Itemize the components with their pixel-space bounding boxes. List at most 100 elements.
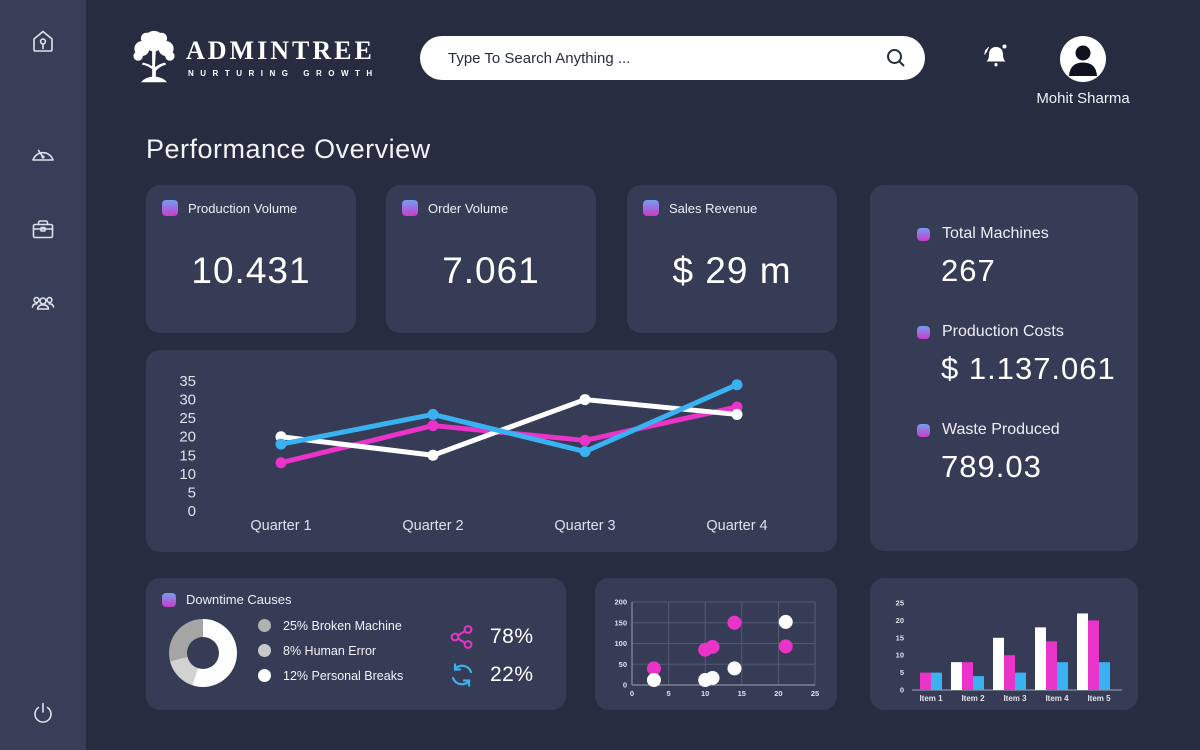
legend-dot [258,669,271,682]
bar-chart: 0 5 10 15 20 25 Item 1 Item 2 Item 3 Item 4 Item 5 [896,599,1122,703]
tree-icon [133,30,175,83]
svg-text:200: 200 [614,598,627,607]
sidebar-item-workspace[interactable] [29,215,57,243]
bar-chart-card: 0 5 10 15 20 25 Item 1 Item 2 Item 3 Item 4 Item 5 [870,578,1138,710]
metric-value: 22% [490,663,534,686]
gauge-icon [29,149,57,171]
stat-value: 789.03 [941,449,1042,484]
downtime-title: Downtime Causes [186,592,292,607]
avatar[interactable] [1060,36,1106,82]
notifications-button[interactable] [979,40,1013,74]
scatter-chart-card: 0 50 100 150 200 0 5 10 15 20 25 [595,578,837,710]
svg-text:35: 35 [179,373,196,390]
svg-text:Quarter 2: Quarter 2 [402,518,463,534]
kpi-gradient-icon [643,200,659,216]
legend-text: 12% Personal Breaks [283,668,404,683]
stat-value: $ 1.137.061 [941,351,1116,386]
power-icon [29,702,57,730]
svg-text:50: 50 [619,660,627,669]
sidebar-item-logout[interactable] [29,699,57,727]
svg-text:Item 1: Item 1 [919,694,943,703]
stat-gradient-icon [917,325,930,339]
sidebar [0,0,86,750]
kpi-card-production-volume: Production Volume 10.431 [146,185,356,333]
card-gradient-icon [162,592,176,607]
svg-text:0: 0 [623,681,627,690]
svg-text:Item 4: Item 4 [1045,694,1069,703]
stat-waste-produced: Waste Produced 789.03 [917,421,1138,485]
kpi-card-sales-revenue: Sales Revenue $ 29 m [627,185,837,333]
svg-text:5: 5 [188,484,196,501]
svg-text:Quarter 3: Quarter 3 [554,518,615,534]
kpi-gradient-icon [402,200,418,216]
svg-text:15: 15 [738,689,746,698]
legend-item: 8% Human Error [258,638,403,663]
users-icon [29,296,57,320]
svg-text:20: 20 [896,616,904,625]
stat-value: 267 [941,253,996,288]
kpi-value: 7.061 [442,250,540,291]
svg-text:Item 3: Item 3 [1003,694,1027,703]
quarterly-line-chart-card: 35 30 25 20 15 10 5 0 Quarter 1 Quarter 2 Quarter … [146,350,837,552]
kpi-value: 10.431 [191,250,311,291]
svg-text:Quarter 4: Quarter 4 [706,518,767,534]
donut-legend: 25% Broken Machine 8% Human Error 12% Pe… [258,613,403,688]
stat-gradient-icon [917,227,930,241]
bell-icon [979,40,1013,74]
svg-text:15: 15 [896,633,904,642]
svg-text:25: 25 [896,599,904,608]
brand-tagline: NURTURING GROWTH [188,69,379,78]
stat-gradient-icon [917,423,930,437]
svg-text:0: 0 [188,503,196,520]
svg-text:25: 25 [811,689,819,698]
brand-logo: ADMINTREE NURTURING GROWTH [126,26,379,88]
svg-text:10: 10 [179,466,196,483]
user-menu[interactable]: Mohit Sharma [1008,36,1158,107]
legend-item: 25% Broken Machine [258,613,403,638]
scatter-chart: 0 50 100 150 200 0 5 10 15 20 25 [614,598,819,699]
svg-text:15: 15 [179,447,196,464]
stats-card: Total Machines 267 Production Costs $ 1.… [870,185,1138,551]
stat-label: Total Machines [942,225,1049,242]
uptime-metric: 78% [448,623,534,651]
brand-name: ADMINTREE [186,36,375,65]
briefcase-icon [29,220,57,246]
sidebar-item-dashboard[interactable] [29,140,57,168]
svg-text:150: 150 [614,618,627,627]
metric-value: 78% [490,625,534,648]
legend-item: 12% Personal Breaks [258,663,403,688]
svg-text:0: 0 [900,686,904,695]
svg-text:10: 10 [896,651,904,660]
stat-production-costs: Production Costs $ 1.137.061 [917,323,1138,387]
stat-total-machines: Total Machines 267 [917,225,1138,289]
share-icon [448,623,476,651]
legend-text: 25% Broken Machine [283,618,402,633]
kpi-value: $ 29 m [672,250,792,291]
svg-text:100: 100 [614,639,627,648]
svg-text:Item 5: Item 5 [1087,694,1111,703]
svg-text:30: 30 [179,392,196,409]
sidebar-item-team[interactable] [29,289,57,317]
svg-text:5: 5 [667,689,671,698]
kpi-label: Sales Revenue [669,200,758,216]
home-icon [29,30,57,58]
kpi-gradient-icon [162,200,178,216]
search-icon[interactable] [885,47,907,69]
sidebar-item-home[interactable] [29,27,57,55]
svg-text:20: 20 [774,689,782,698]
kpi-card-order-volume: Order Volume 7.061 [386,185,596,333]
donut-hole [187,637,219,669]
person-icon [1069,45,1097,76]
page-title: Performance Overview [146,134,431,164]
kpi-label: Order Volume [428,200,509,216]
stat-label: Production Costs [942,323,1064,340]
downtime-metric: 22% [448,661,534,689]
search-bar[interactable] [420,36,925,80]
svg-text:Quarter 1: Quarter 1 [250,518,311,534]
svg-text:10: 10 [701,689,709,698]
legend-text: 8% Human Error [283,643,377,658]
search-input[interactable] [448,49,885,67]
donut-chart [169,619,237,687]
